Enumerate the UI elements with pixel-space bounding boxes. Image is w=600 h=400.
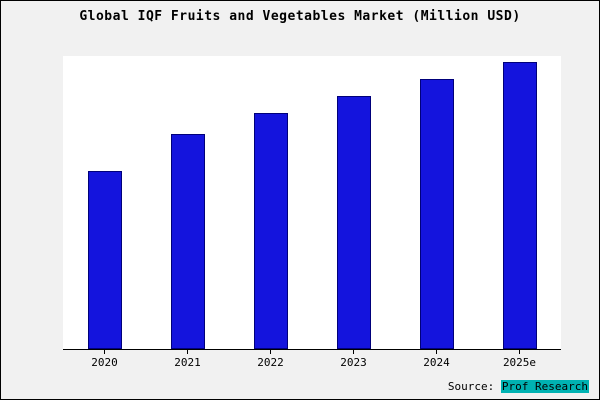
x-tick-mark <box>519 350 520 354</box>
x-tick-mark <box>104 350 105 354</box>
x-tick-mark <box>187 350 188 354</box>
x-tick-group-2021: 2021 <box>146 350 229 369</box>
x-tick-group-2020: 2020 <box>63 350 146 369</box>
x-tick-group-2024: 2024 <box>395 350 478 369</box>
x-tick-label: 2024 <box>423 356 450 369</box>
x-tick-group-2023: 2023 <box>312 350 395 369</box>
x-tick-mark <box>436 350 437 354</box>
bar-2025e <box>502 62 537 349</box>
bar-2024 <box>419 79 454 349</box>
bar-column-2022 <box>229 56 312 349</box>
x-tick-label: 2020 <box>91 356 118 369</box>
bar-2022 <box>253 113 288 349</box>
bar-column-2023 <box>312 56 395 349</box>
x-tick-mark <box>353 350 354 354</box>
bar-column-2024 <box>395 56 478 349</box>
plot-area <box>63 56 561 350</box>
bar-column-2020 <box>63 56 146 349</box>
chart-title: Global IQF Fruits and Vegetables Market … <box>79 9 521 24</box>
x-axis: 2020 2021 2022 2023 2024 2025e <box>63 350 561 369</box>
x-tick-group-2022: 2022 <box>229 350 312 369</box>
bar-2020 <box>87 171 122 349</box>
x-tick-label: 2022 <box>257 356 284 369</box>
source-name: Prof Research <box>500 380 589 393</box>
x-tick-mark <box>270 350 271 354</box>
source-attribution: Source: Prof Research <box>448 380 589 393</box>
bar-2021 <box>170 134 205 349</box>
bars-layer <box>63 56 561 349</box>
x-tick-label: 2021 <box>174 356 201 369</box>
x-tick-group-2025e: 2025e <box>478 350 561 369</box>
bar-column-2025e <box>478 56 561 349</box>
bar-2023 <box>336 96 371 349</box>
x-tick-label: 2025e <box>502 356 537 369</box>
source-prefix: Source: <box>447 380 501 393</box>
bar-column-2021 <box>146 56 229 349</box>
x-tick-label: 2023 <box>340 356 367 369</box>
